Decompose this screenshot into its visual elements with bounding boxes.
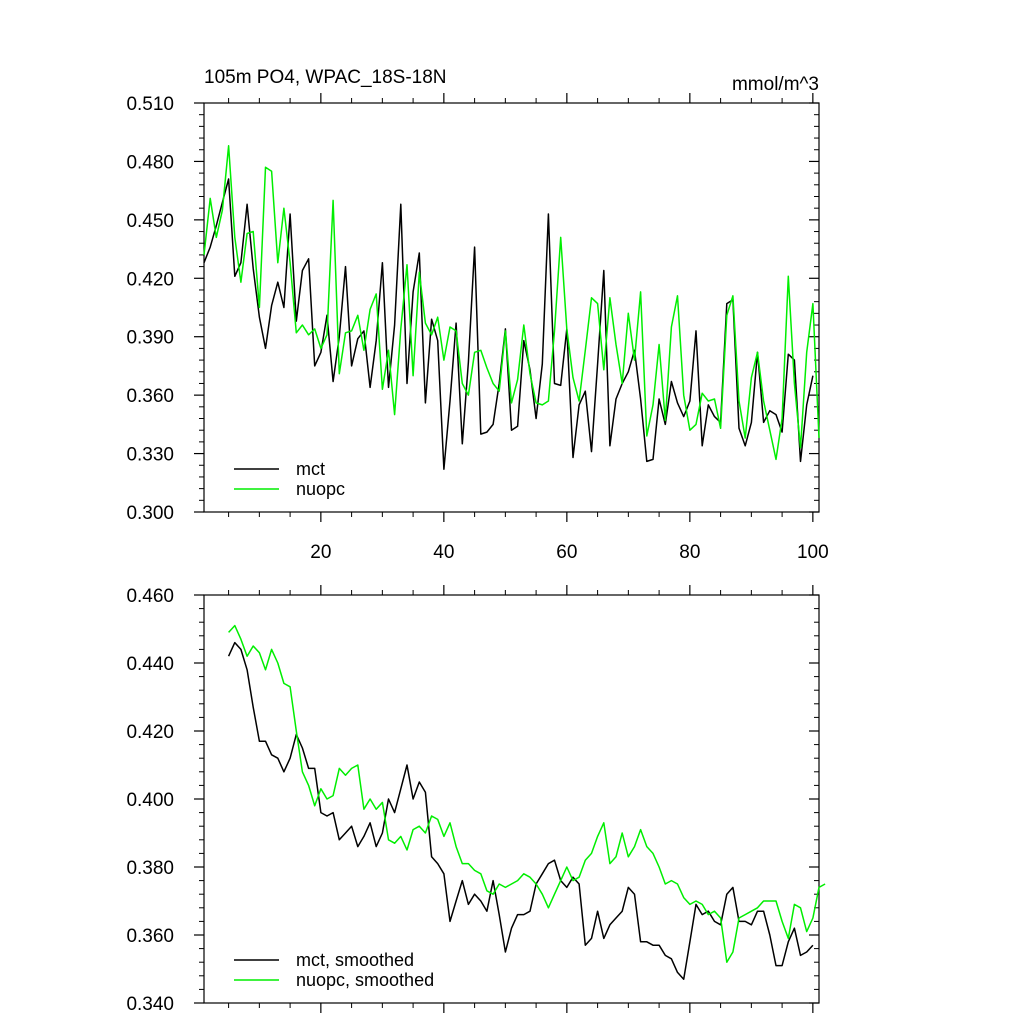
plot-frame xyxy=(203,102,820,513)
legend-label: mct xyxy=(296,459,325,479)
chart-title: 105m PO4, WPAC_18S-18N xyxy=(204,67,447,88)
y-tick-label: 0.330 xyxy=(126,445,174,466)
x-tick-label: 80 xyxy=(679,542,700,563)
y-tick-label: 0.440 xyxy=(126,654,174,675)
x-tick-label: 20 xyxy=(310,542,331,563)
y-tick-label: 0.420 xyxy=(126,722,174,743)
y-tick-label: 0.510 xyxy=(126,94,174,115)
y-tick-label: 0.460 xyxy=(126,586,174,607)
y-tick-label: 0.300 xyxy=(126,503,174,524)
legend-label: nuopc, smoothed xyxy=(296,970,434,990)
series-line-nuopc-smoothed xyxy=(228,624,826,963)
x-tick-label: 100 xyxy=(797,542,829,563)
y-tick-label: 0.480 xyxy=(126,152,174,173)
plot-frame xyxy=(203,594,820,1004)
legend-label: mct, smoothed xyxy=(296,950,414,970)
series-line-nuopc xyxy=(203,145,820,461)
y-tick-label: 0.450 xyxy=(126,211,174,232)
y-tick-label: 0.360 xyxy=(126,926,174,947)
bottom-chart: 0.340 0.360 0.380 0.400 0.420 0.440 0.460 mct, … xyxy=(126,585,826,1015)
y-tick-label: 0.390 xyxy=(126,328,174,349)
y-tick-label: 0.380 xyxy=(126,858,174,879)
y-tick-label: 0.420 xyxy=(126,269,174,290)
x-tick-label: 40 xyxy=(433,542,454,563)
legend-label: nuopc xyxy=(296,479,345,499)
x-tick-label: 60 xyxy=(556,542,577,563)
top-chart: 20 40 60 80 100 0.300 0.330 0.360 0.390 0.420 0.45… xyxy=(126,67,828,563)
chart-units: mmol/m^3 xyxy=(732,74,819,95)
y-tick-label: 0.400 xyxy=(126,790,174,811)
series-line-mct-smoothed xyxy=(227,641,814,980)
series-line-mct xyxy=(203,178,814,470)
y-tick-label: 0.360 xyxy=(126,386,174,407)
y-tick-label: 0.340 xyxy=(126,994,174,1015)
